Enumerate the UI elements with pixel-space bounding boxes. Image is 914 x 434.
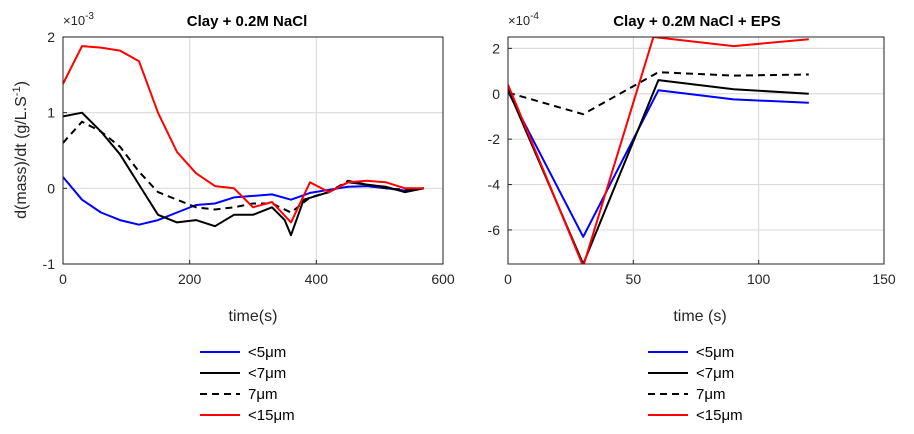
series-line-2 [508, 79, 809, 264]
chart-right: Clay + 0.2M NaCl + EPS 0 50 100 150 -6 -4 -2 0 2… [488, 11, 896, 325]
y-tick-label: -6 [488, 222, 501, 238]
y-tick-label: 1 [47, 105, 55, 121]
series-line-3 [508, 71, 809, 116]
y-tick-label: -4 [488, 177, 501, 193]
legend-label: 7μm [248, 386, 277, 403]
y-tick-label: 0 [492, 86, 500, 102]
x-tick-label: 0 [504, 271, 512, 287]
legend-label: <7μm [248, 365, 286, 382]
series-line-2 [63, 111, 425, 237]
x-tick-label: 50 [626, 271, 642, 287]
chart-left-frame [62, 36, 444, 265]
x-tick-label: 600 [431, 271, 455, 287]
series-line-4 [63, 45, 424, 224]
chart-left-exponent: ×10-3 [63, 11, 94, 28]
chart-right-title: Clay + 0.2M NaCl + EPS [613, 13, 781, 30]
legend-left: <5μm <7μm 7μm <15μm [200, 344, 295, 424]
legend-label: <5μm [248, 344, 286, 361]
legend-label: <15μm [248, 407, 295, 424]
legend-label: 7μm [696, 386, 725, 403]
y-tick-label: 2 [492, 40, 500, 56]
x-tick-label: 200 [178, 271, 202, 287]
chart-left-title: Clay + 0.2M NaCl [187, 13, 307, 30]
series-line-1 [508, 89, 809, 238]
x-tick-label: 0 [59, 271, 67, 287]
y-tick-label: -2 [488, 131, 501, 147]
x-tick-label: 150 [872, 271, 896, 287]
y-tick-label: 2 [47, 29, 55, 45]
chart-right-exponent: ×10-4 [508, 11, 539, 28]
x-tick-label: 400 [305, 271, 329, 287]
series-line-3 [63, 120, 425, 214]
chart-right-frame [507, 36, 885, 265]
y-tick-label: 0 [47, 180, 55, 196]
y-tick-label: -1 [43, 256, 56, 272]
legend-right: <5μm <7μm 7μm <15μm [648, 344, 743, 424]
legend-label: <7μm [696, 365, 734, 382]
x-tick-label: 100 [747, 271, 771, 287]
legend-label: <5μm [696, 344, 734, 361]
legend-label: <15μm [696, 407, 743, 424]
chart-right-xlabel: time (s) [673, 308, 726, 325]
chart-left-ylabel: d(mass)/dt (g/L.S-1) [11, 81, 30, 219]
chart-left-xlabel: time(s) [229, 308, 278, 325]
series-line-4 [508, 37, 809, 264]
